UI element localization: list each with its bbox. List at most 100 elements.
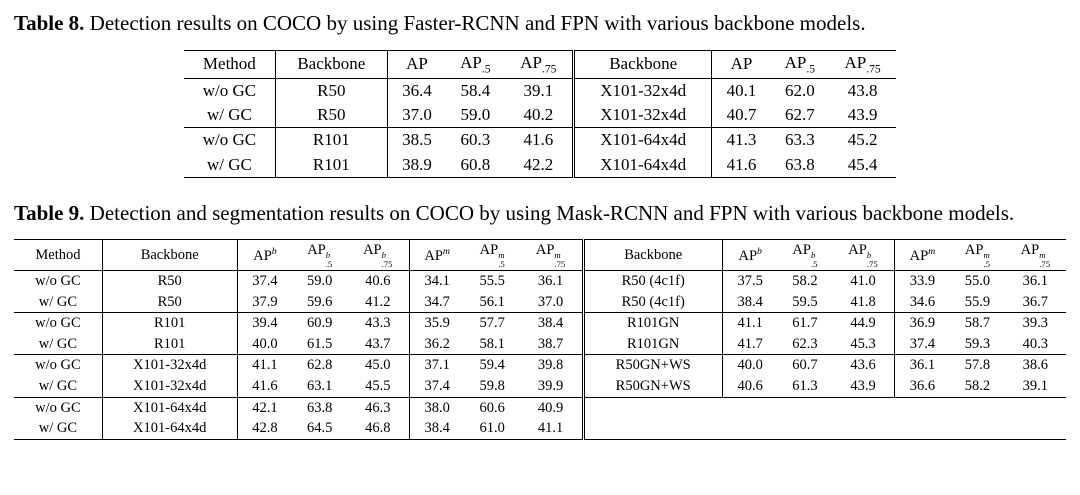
table-cell: 42.1	[252, 399, 278, 416]
table-cell: 59.0	[460, 104, 491, 124]
table-cell	[832, 397, 894, 418]
table-cell: w/o GC	[14, 270, 103, 292]
table-cell	[894, 418, 950, 439]
table-cell: 57.8	[964, 357, 991, 374]
table-cell: 55.0	[964, 273, 991, 290]
table-cell: 59.4	[479, 357, 505, 374]
column-header: AP b .5	[792, 242, 818, 270]
table-cell: 43.9	[847, 104, 878, 124]
table-cell: 34.6	[909, 293, 936, 310]
table-cell: 38.4	[424, 420, 450, 437]
column-header: AP	[730, 53, 753, 73]
table-cell: 37.0	[519, 291, 585, 313]
table-cell: 41.7	[737, 335, 763, 352]
table-cell: w/o GC	[184, 127, 276, 153]
table-cell: 41.6	[252, 378, 278, 395]
table-cell: 38.4	[737, 293, 763, 310]
table-cell: 40.0	[737, 357, 763, 374]
table-cell: 58.7	[964, 315, 991, 332]
table-cell: 43.3	[347, 312, 410, 334]
metric-scripts: m .5	[983, 250, 990, 270]
table-cell: 58.2	[792, 273, 818, 290]
table-row: w/o GC R101 39.4 60.9 43.3 35.9 57.7 38.4 R101GN…	[14, 312, 1066, 334]
table-cell: 43.9	[832, 376, 895, 398]
table-cell: 38.7	[519, 333, 585, 355]
table-cell: 37.9	[252, 293, 278, 310]
table-cell: 43.6	[832, 354, 895, 377]
metric-scripts: b .75	[381, 250, 393, 270]
table-cell: 36.9	[909, 315, 936, 332]
table-cell: 38.9	[402, 154, 432, 174]
table-cell: 45.2	[847, 130, 878, 150]
table-cell: 55.9	[964, 293, 991, 310]
table-cell: X101-64x4d	[102, 418, 238, 440]
table-row: w/ GC X101-64x4d 42.8 64.5 46.8 38.4 61.0 41.1	[14, 418, 1066, 440]
table-row: w/o GC X101-64x4d 42.1 63.8 46.3 38.0 60.6 40.9	[14, 397, 1066, 419]
table-cell: 38.6	[1022, 357, 1049, 374]
table-cell	[894, 397, 950, 418]
table-cell: X101-32x4d	[573, 102, 713, 128]
table-cell: w/ GC	[14, 333, 103, 355]
table-cell: R101	[102, 333, 238, 355]
table-cell: 40.2	[504, 102, 575, 128]
table-cell	[778, 397, 833, 418]
table-row: w/o GC R101 38.5 60.3 41.6 X101-64x4d 41.3 63.3…	[184, 127, 896, 153]
table-cell: R50 (4c1f)	[583, 270, 723, 292]
table-cell: 43.8	[847, 80, 878, 100]
table-cell: R101	[275, 152, 388, 178]
table-cell: R50GN+WS	[583, 354, 723, 377]
table-cell: 41.1	[519, 418, 585, 440]
table-cell: w/ GC	[14, 418, 103, 440]
table-cell: 41.1	[252, 357, 278, 374]
table-header-row: Method Backbone AP AP.5 AP.75 Backbone AP AP.5 A…	[184, 50, 896, 79]
table-cell: 45.4	[847, 154, 878, 174]
table-cell: 59.6	[307, 293, 333, 310]
table-cell: R50 (4c1f)	[583, 291, 723, 313]
column-header: Backbone	[573, 50, 713, 79]
table9-caption: Table 9. Detection and segmentation resu…	[14, 200, 1066, 227]
table-cell: w/o GC	[184, 78, 276, 103]
table-cell: w/o GC	[14, 312, 103, 334]
table-cell: 58.2	[964, 378, 991, 395]
table-cell: 39.3	[1022, 315, 1049, 332]
table-cell: 45.0	[347, 354, 410, 377]
table-cell: R101GN	[583, 312, 723, 334]
table-cell: R50	[102, 270, 238, 292]
column-header: APm	[909, 245, 936, 264]
table-row: w/ GC R101 40.0 61.5 43.7 36.2 58.1 38.7 R101GN 4…	[14, 333, 1066, 355]
table-row: w/ GC R101 38.9 60.8 42.2 X101-64x4d 41.6 63.8 4…	[184, 152, 896, 178]
table-cell: 64.5	[307, 420, 333, 437]
table-row: w/ GC X101-32x4d 41.6 63.1 45.5 37.4 59.8 39.9 R…	[14, 376, 1066, 398]
table-cell: 38.0	[424, 399, 450, 416]
table-cell: 62.8	[307, 357, 333, 374]
table-cell: 36.1	[1022, 273, 1049, 290]
column-header: AP m .5	[479, 242, 505, 270]
table-cell	[778, 418, 833, 439]
table-cell: X101-64x4d	[573, 152, 713, 178]
table-cell	[583, 397, 722, 418]
table-row: w/o GC R50 36.4 58.4 39.1 X101-32x4d 40.1 62.0 4…	[184, 78, 896, 103]
column-header: AP	[406, 53, 428, 73]
table-cell: w/ GC	[14, 291, 103, 313]
table-cell: X101-32x4d	[573, 78, 713, 103]
table-cell: 44.9	[832, 312, 895, 334]
table-cell	[950, 418, 1005, 439]
table-cell: 61.3	[792, 378, 818, 395]
table-cell: 62.3	[792, 335, 818, 352]
table-cell: 37.4	[909, 335, 936, 352]
table-cell: 37.4	[252, 273, 278, 290]
table-cell: 41.2	[347, 291, 410, 313]
column-header: AP m .75	[519, 239, 585, 271]
table-cell	[722, 418, 777, 439]
table-cell: 37.0	[402, 104, 432, 124]
table-cell: 46.8	[347, 418, 410, 440]
column-header: Backbone	[583, 239, 723, 271]
table-cell: 39.8	[519, 354, 585, 377]
table-cell: 60.8	[460, 154, 491, 174]
table-cell: 43.7	[347, 333, 410, 355]
table9-caption-text: Detection and segmentation results on CO…	[89, 201, 1015, 226]
table-cell: 39.1	[1022, 378, 1049, 395]
table-cell: 42.2	[504, 152, 575, 178]
table-cell: 41.3	[726, 130, 757, 150]
column-header: APb	[738, 245, 762, 264]
